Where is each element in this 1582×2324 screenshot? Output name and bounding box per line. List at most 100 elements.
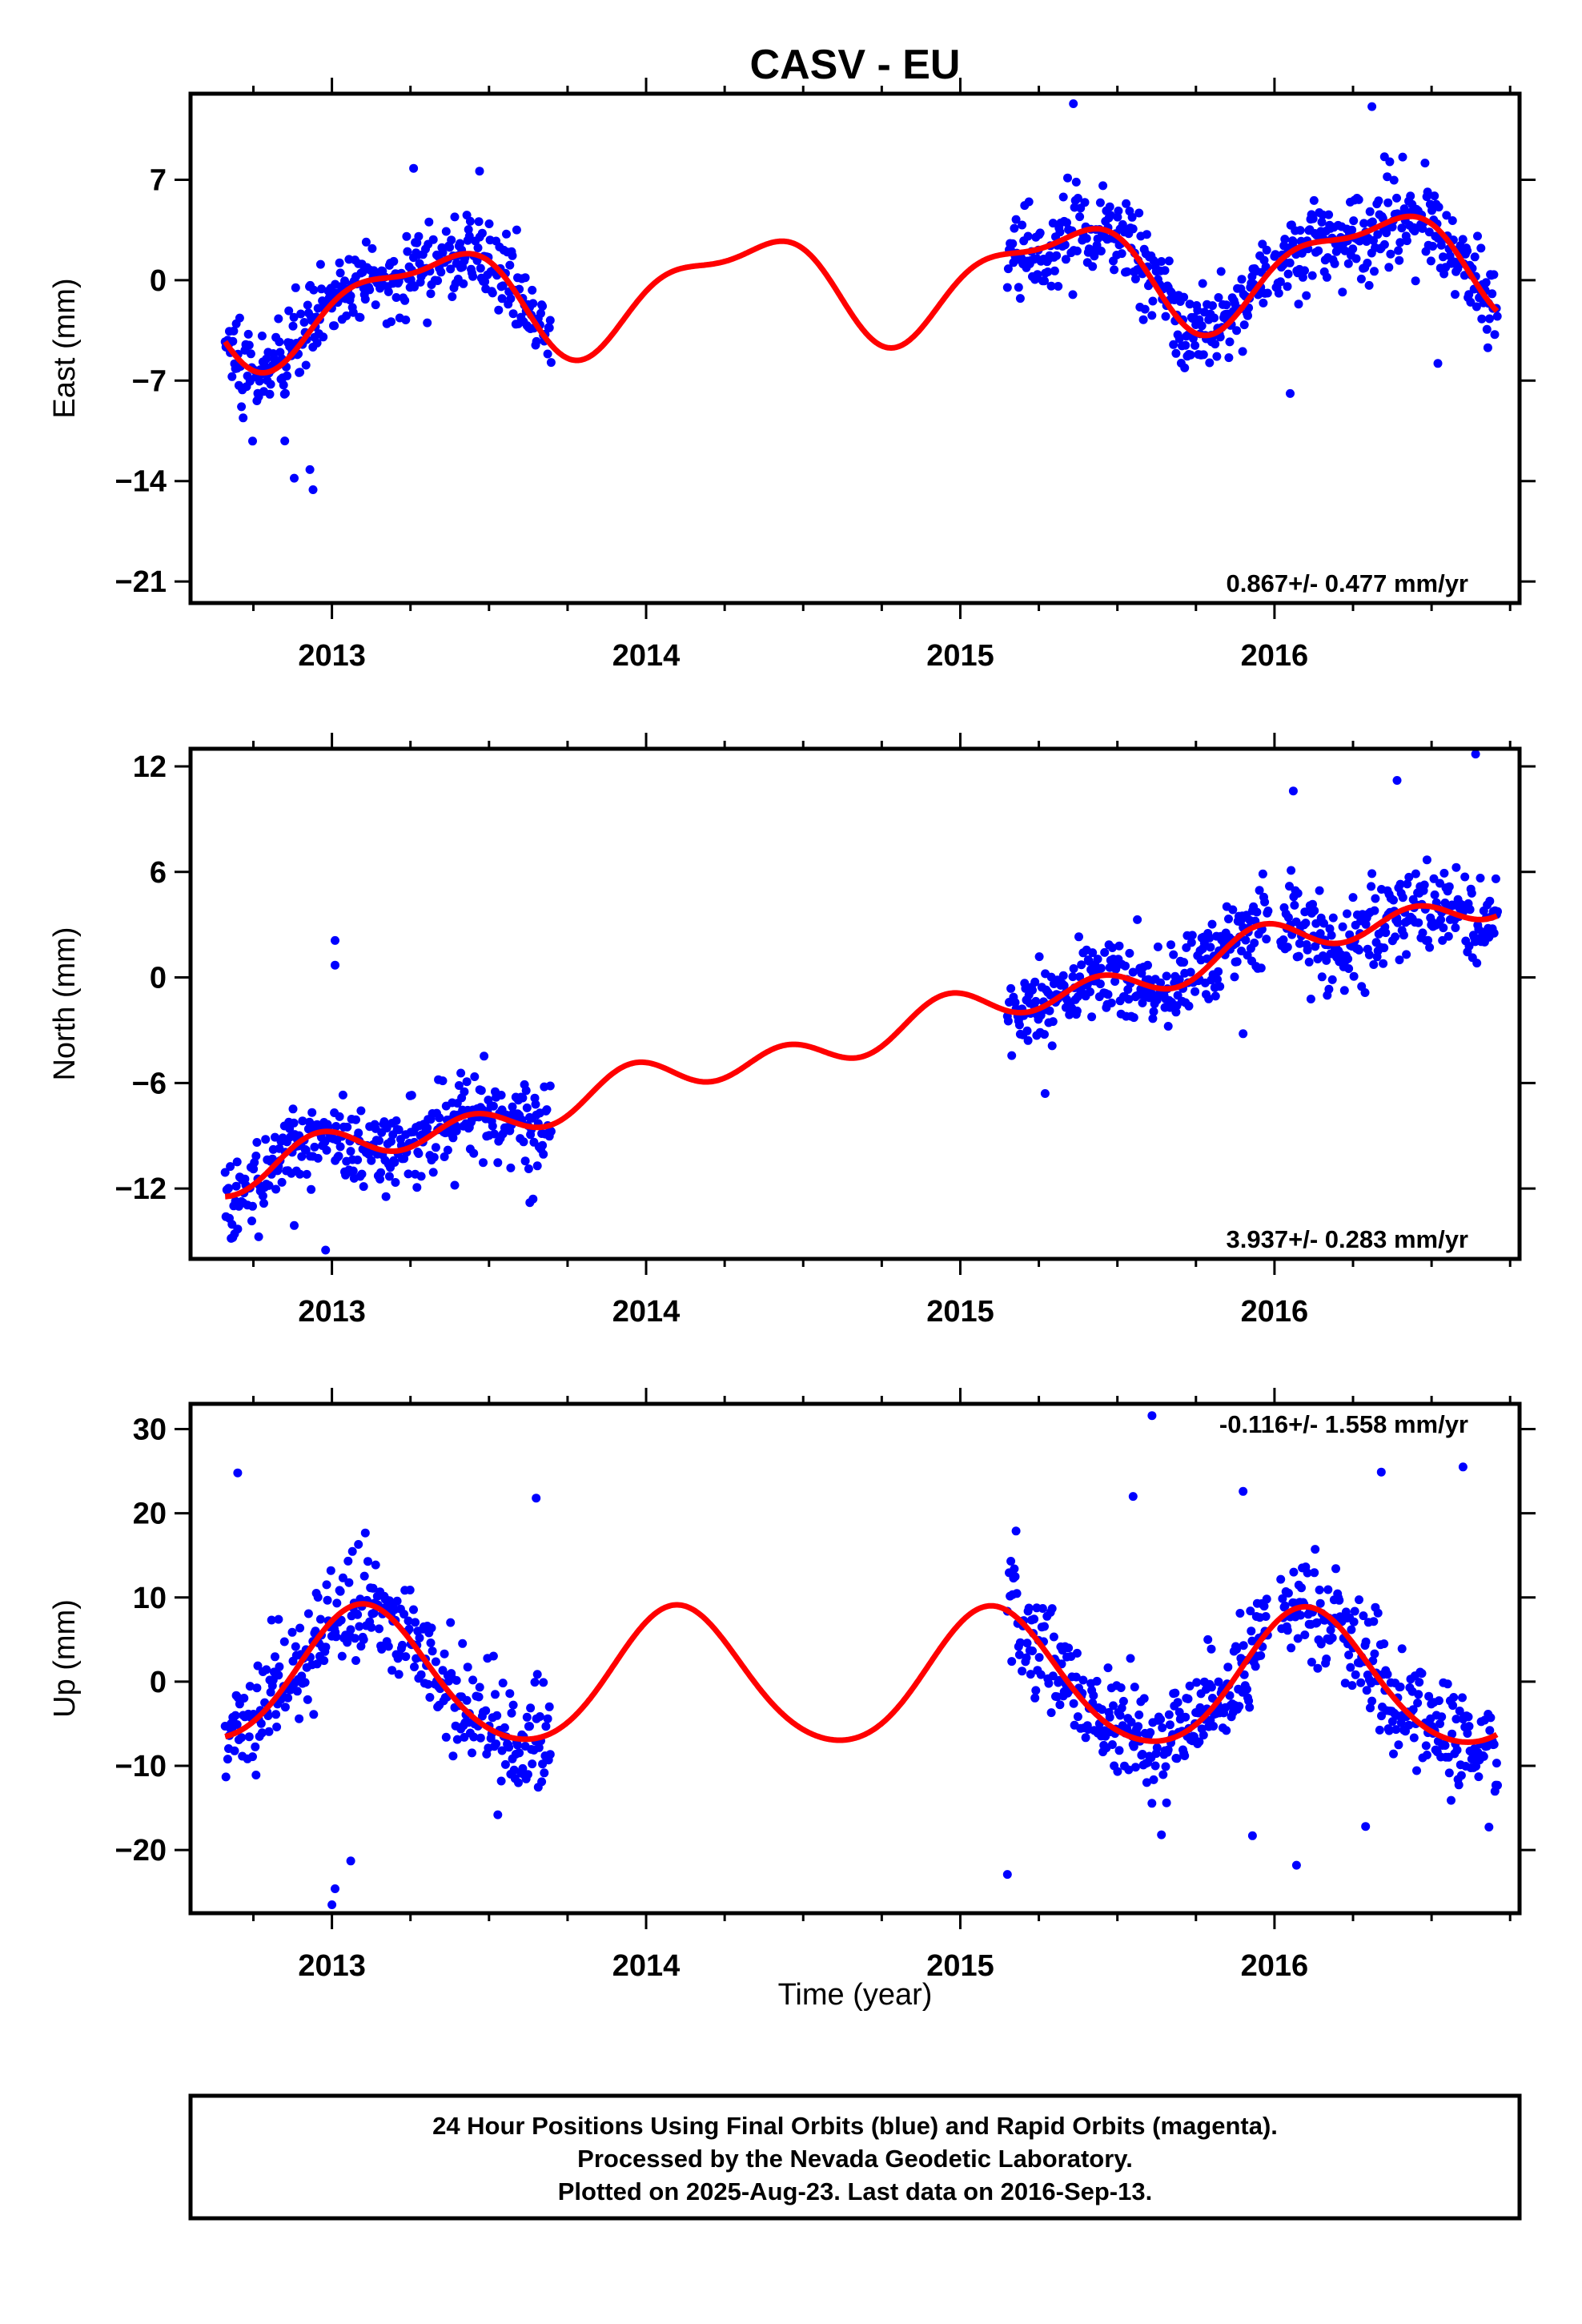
data-point [1243, 1684, 1251, 1694]
data-point [525, 1722, 534, 1731]
y-tick-label: 7 [150, 163, 167, 197]
data-point [228, 336, 238, 346]
data-point [538, 1140, 548, 1150]
data-point [303, 1609, 313, 1618]
data-point [1181, 1712, 1191, 1722]
data-point [1096, 963, 1106, 973]
data-point [264, 1180, 274, 1190]
data-point [383, 1642, 393, 1651]
data-point [331, 1122, 341, 1131]
data-point [1086, 987, 1094, 996]
data-point [357, 1169, 367, 1179]
data-point [1347, 1681, 1357, 1691]
data-point [440, 1152, 449, 1161]
data-point [1134, 208, 1144, 218]
data-point [404, 1616, 413, 1626]
data-point [1069, 964, 1078, 973]
data-point [470, 1072, 480, 1081]
data-point [1261, 1612, 1271, 1621]
data-point [1247, 1831, 1257, 1840]
data-point [401, 316, 411, 324]
data-point [1369, 1617, 1379, 1626]
data-point [354, 1540, 363, 1549]
data-point [1124, 1765, 1134, 1775]
data-point [1244, 1696, 1254, 1706]
data-point [301, 1145, 311, 1155]
data-point [1395, 238, 1405, 247]
data-point [232, 1157, 242, 1167]
data-point [1489, 270, 1499, 279]
data-point [1411, 869, 1420, 879]
data-point [1344, 964, 1354, 973]
data-point [1335, 1595, 1344, 1605]
data-point [509, 1765, 519, 1775]
data-point [498, 281, 508, 291]
data-point [1114, 206, 1123, 215]
data-point [368, 1583, 378, 1593]
data-point [313, 1153, 323, 1163]
data-point [480, 277, 490, 287]
data-point [335, 258, 344, 267]
data-point [295, 1714, 304, 1723]
data-point [1118, 1696, 1128, 1706]
data-point [532, 1161, 542, 1171]
data-point [446, 264, 456, 274]
data-point [1011, 215, 1021, 224]
data-point [1147, 1799, 1157, 1808]
data-point [459, 279, 468, 288]
data-point [1222, 1726, 1231, 1735]
data-point [1088, 948, 1098, 958]
data-point [497, 1746, 507, 1755]
data-point [1116, 1683, 1126, 1692]
data-point [1367, 102, 1377, 111]
data-point [546, 1127, 556, 1136]
data-point [335, 1142, 345, 1152]
data-point [460, 1087, 469, 1096]
data-point [1359, 1611, 1368, 1621]
data-point [1434, 203, 1443, 212]
data-point [1379, 959, 1388, 968]
data-point [1308, 214, 1318, 223]
data-point [1015, 1638, 1025, 1647]
data-point [1153, 942, 1162, 951]
data-point [1283, 1588, 1293, 1598]
data-point [1365, 207, 1375, 216]
data-point [248, 436, 257, 446]
data-point [1149, 1007, 1158, 1016]
data-point [391, 1178, 400, 1187]
data-point [526, 1703, 536, 1713]
data-point [1349, 216, 1359, 226]
data-point [452, 1675, 461, 1685]
data-point [1349, 971, 1359, 981]
data-point [423, 318, 432, 328]
data-point [1208, 301, 1217, 311]
data-point [1055, 227, 1065, 237]
data-point [535, 1712, 544, 1721]
data-point [1485, 896, 1495, 906]
fit-curve [223, 1601, 1499, 1745]
data-point [1427, 206, 1436, 215]
data-point [390, 1158, 400, 1167]
data-point [1412, 1766, 1421, 1775]
data-point [1184, 1001, 1194, 1011]
data-point [1068, 972, 1078, 982]
data-point [1463, 246, 1472, 255]
data-point [275, 1662, 284, 1671]
data-point [1283, 282, 1292, 292]
data-point [1474, 1772, 1484, 1782]
data-point [1015, 294, 1025, 304]
y-tick-label: −10 [115, 1750, 167, 1783]
data-point [1130, 274, 1140, 283]
data-point [479, 1158, 488, 1168]
data-point [1210, 313, 1219, 323]
data-point [1403, 879, 1412, 889]
data-point [539, 1149, 548, 1159]
data-point [394, 1125, 404, 1135]
data-point [494, 305, 504, 315]
data-point [1328, 913, 1338, 923]
data-point [1014, 1020, 1024, 1030]
data-point [283, 371, 291, 380]
data-point [1163, 1745, 1173, 1755]
data-point [431, 1657, 440, 1667]
data-point [475, 167, 484, 176]
